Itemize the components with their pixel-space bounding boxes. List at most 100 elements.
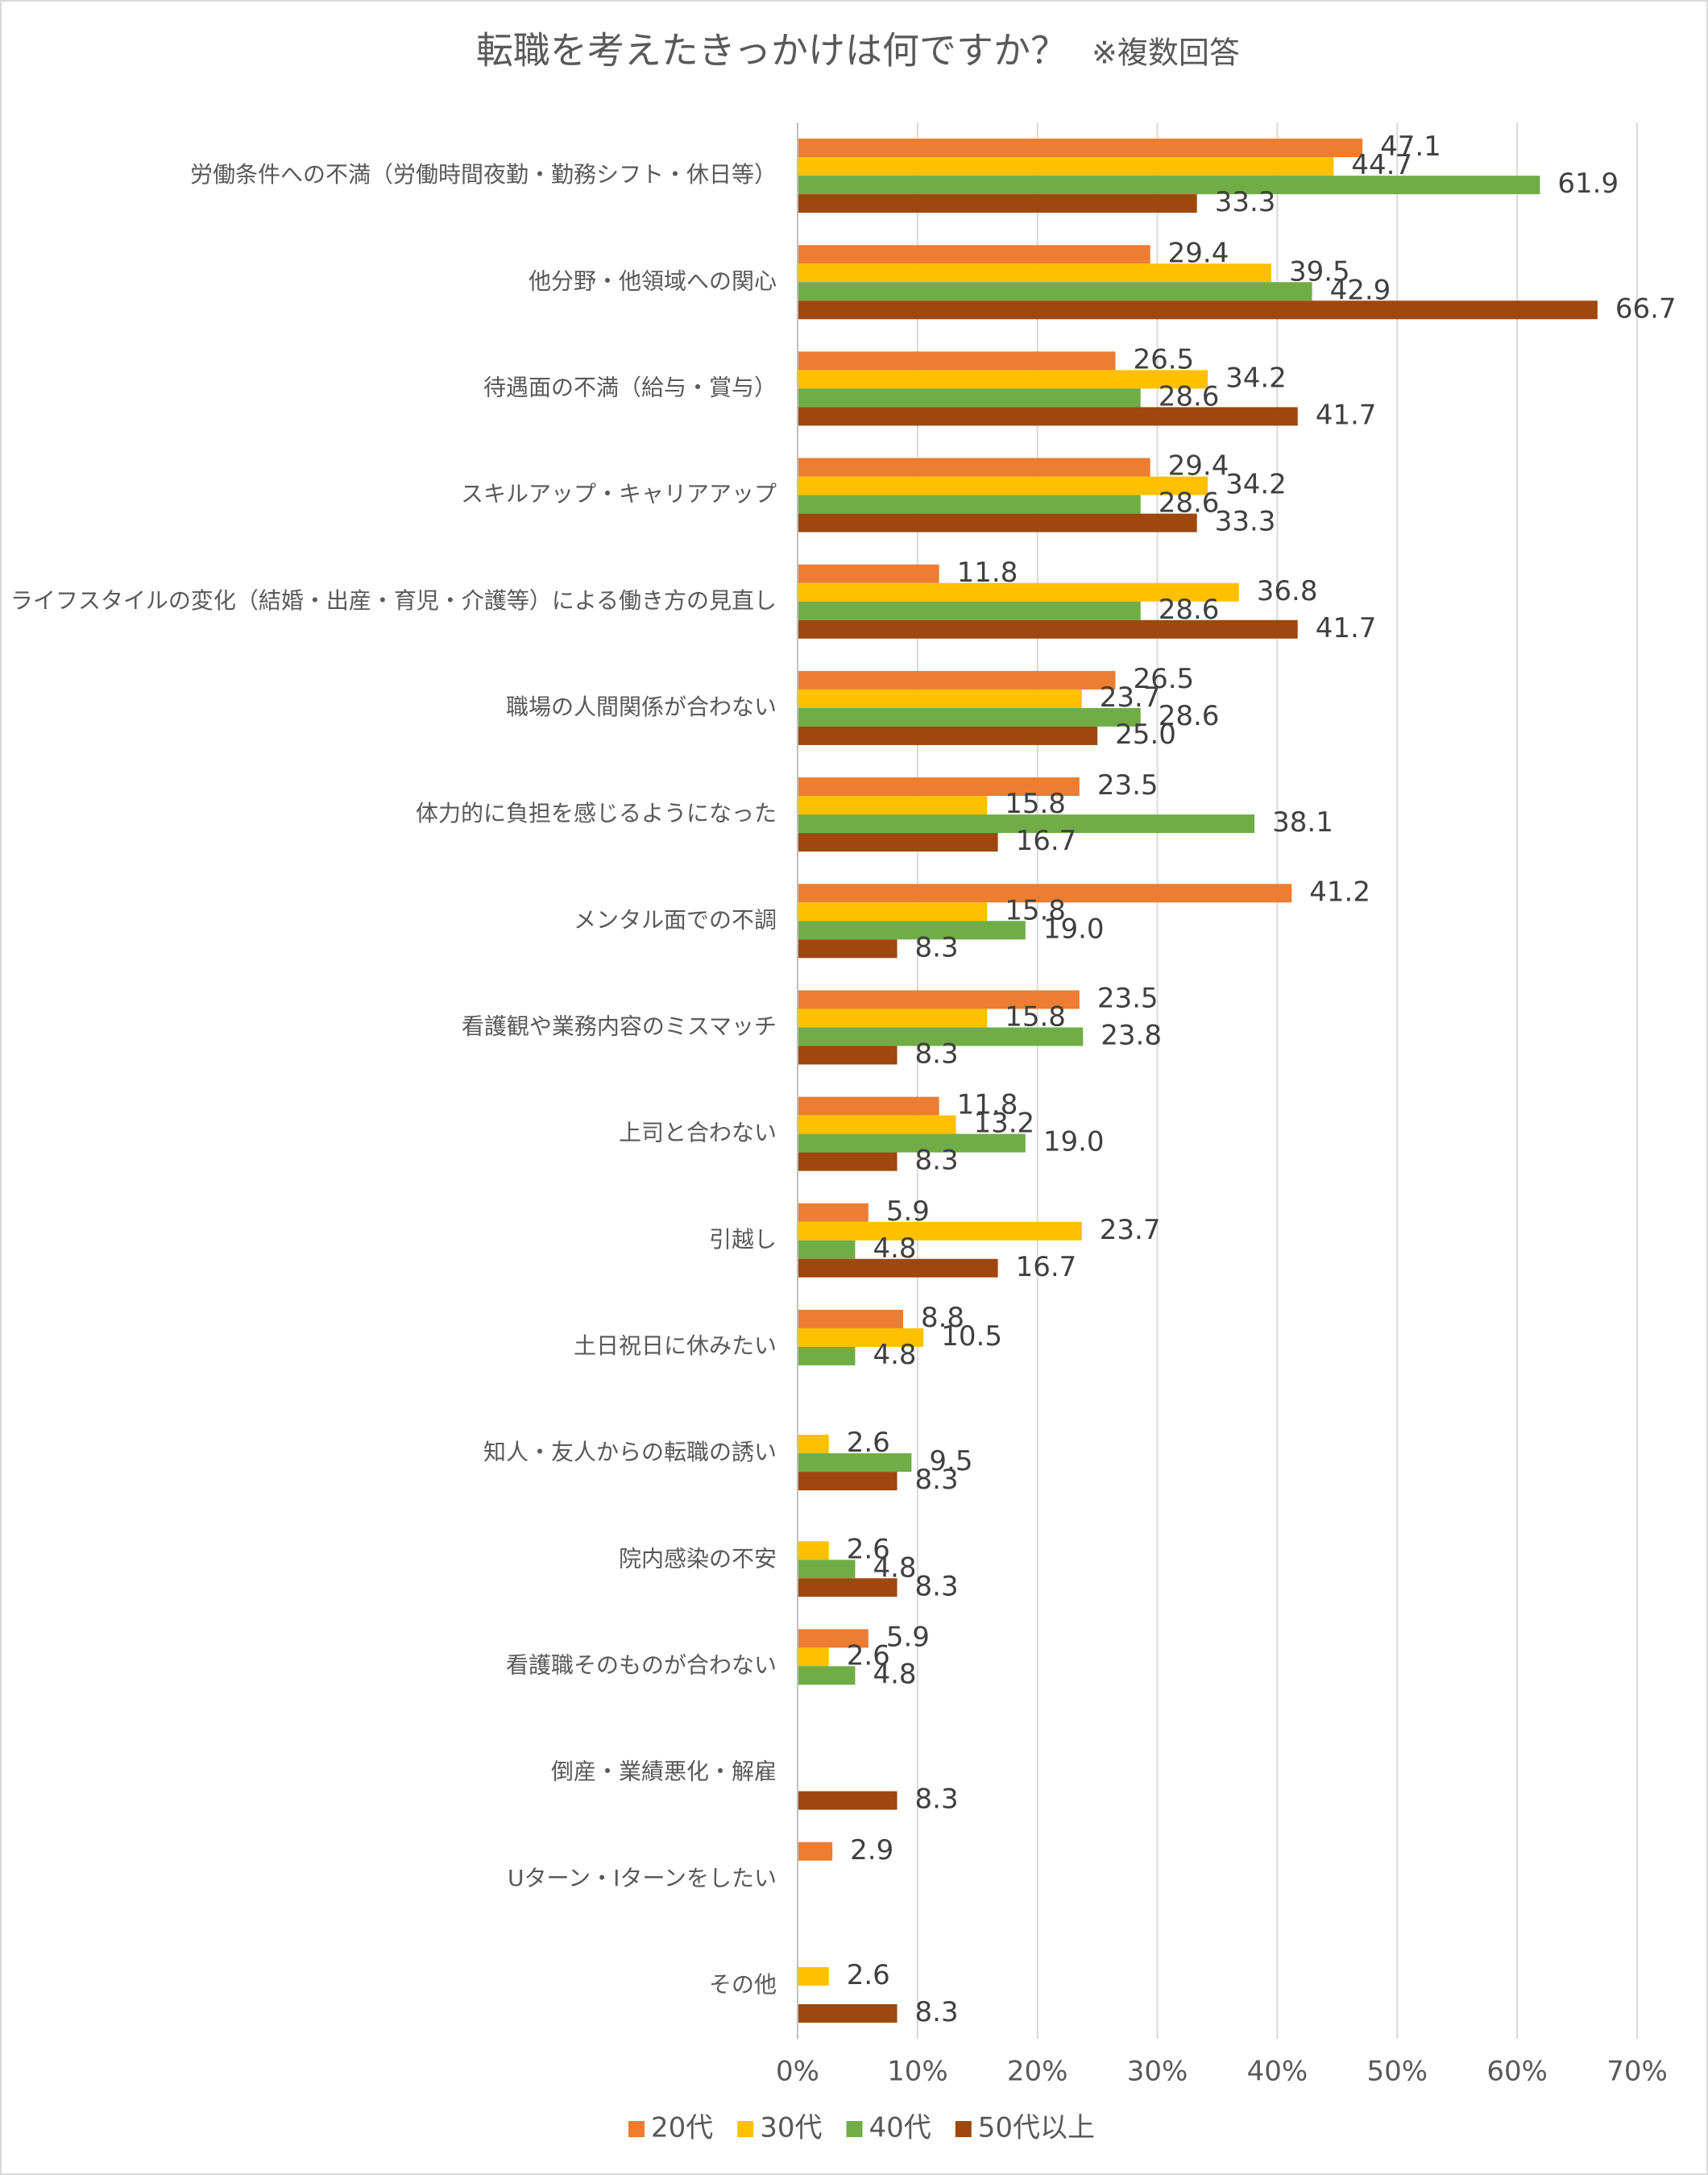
value-label: 8.3: [915, 931, 959, 963]
bar: [798, 1240, 856, 1259]
legend-label: 40代: [869, 2112, 931, 2144]
x-tick-label: 10%: [887, 2056, 948, 2088]
bar: [798, 990, 1080, 1009]
bar: [798, 601, 1141, 620]
value-label: 8.3: [915, 1570, 959, 1602]
bar: [798, 157, 1334, 176]
bar: [798, 1309, 903, 1328]
value-label: 23.5: [1097, 769, 1159, 802]
bar: [798, 139, 1363, 158]
value-label: 9.5: [929, 1445, 972, 1477]
bar: [798, 814, 1255, 834]
bar: [798, 1346, 856, 1365]
value-label: 8.3: [915, 1996, 959, 2028]
bar: [798, 1115, 956, 1134]
bar: [798, 282, 1312, 301]
bar: [798, 1027, 1084, 1046]
bar: [798, 707, 1141, 727]
bar: [798, 564, 939, 583]
bar: [798, 513, 1197, 532]
value-label: 23.7: [1100, 1214, 1161, 1246]
x-tick-label: 0%: [776, 2056, 819, 2088]
bar: [798, 1578, 898, 1597]
bar: [798, 263, 1271, 283]
value-label: 41.7: [1316, 399, 1377, 431]
x-tick-label: 20%: [1007, 2056, 1068, 2088]
bar: [798, 1046, 898, 1065]
value-label: 47.1: [1380, 130, 1441, 163]
value-label: 8.8: [921, 1302, 964, 1334]
y-tick-label: 体力的に負担を感じるようになった: [416, 800, 777, 826]
value-label: 8.3: [915, 1145, 959, 1177]
chart-title: 転職を考えたきっかけは何ですか？: [476, 29, 1068, 72]
bar: [798, 1133, 1026, 1153]
bar: [798, 1096, 939, 1116]
value-label: 33.3: [1215, 506, 1276, 538]
value-label: 26.5: [1133, 663, 1194, 695]
legend-label: 20代: [651, 2112, 713, 2144]
bar: [798, 670, 1116, 690]
bar: [798, 194, 1197, 213]
bar: [798, 245, 1150, 264]
bar: [798, 1541, 829, 1560]
y-tick-label: 待遇面の不満（給与・賞与）: [483, 374, 777, 400]
legend-swatch: [846, 2121, 863, 2137]
bar: [798, 833, 998, 852]
bar: [798, 582, 1239, 602]
value-label: 41.7: [1316, 612, 1377, 644]
value-label: 66.7: [1615, 292, 1677, 325]
bar: [798, 1328, 924, 1347]
bar: [798, 1435, 829, 1454]
y-tick-label: 知人・友人からの転職の誘い: [483, 1439, 777, 1465]
bar: [798, 1560, 856, 1579]
bar: [798, 726, 1098, 745]
bar: [798, 1647, 829, 1667]
bar: [798, 1009, 988, 1028]
bar: [798, 388, 1141, 408]
y-tick-label: その他: [709, 1971, 777, 1998]
x-tick-label: 30%: [1127, 2056, 1188, 2088]
bar: [798, 300, 1598, 320]
value-label: 25.0: [1115, 719, 1176, 751]
y-tick-label: 他分野・他領域への関心: [529, 267, 777, 294]
value-label: 19.0: [1043, 1126, 1105, 1158]
bar: [798, 1152, 898, 1171]
bar: [798, 2003, 898, 2023]
value-label: 34.2: [1225, 469, 1287, 501]
bar: [798, 902, 988, 922]
bar: [798, 1629, 869, 1648]
bar: [798, 939, 898, 959]
chart-subtitle: ※複数回答: [1092, 35, 1240, 71]
bar: [798, 1221, 1082, 1241]
y-tick-label: 職場の人間関係が合わない: [506, 694, 777, 720]
value-label: 8.3: [915, 1464, 959, 1496]
value-label: 4.8: [873, 1339, 916, 1371]
value-label: 5.9: [886, 1621, 930, 1653]
y-tick-label: 看護職そのものが合わない: [506, 1651, 777, 1678]
bar: [798, 1966, 829, 1986]
bar: [798, 176, 1540, 195]
bar: [798, 458, 1150, 477]
value-label: 33.3: [1215, 186, 1276, 218]
bar: [798, 1203, 869, 1222]
value-label: 8.3: [915, 1038, 959, 1070]
x-tick-label: 50%: [1366, 2056, 1428, 2088]
bar: [798, 495, 1141, 514]
value-label: 16.7: [1016, 1251, 1077, 1283]
bar: [798, 1453, 912, 1473]
bar: [798, 351, 1116, 371]
bar: [798, 1472, 898, 1491]
value-label: 4.8: [873, 1658, 916, 1690]
y-tick-label: 倒産・業績悪化・解雇: [551, 1759, 777, 1785]
x-tick-label: 40%: [1247, 2056, 1308, 2088]
bar: [798, 1258, 998, 1278]
y-tick-label: スキルアップ・キャリアアップ: [461, 481, 777, 508]
value-label: 16.7: [1016, 825, 1077, 857]
bar: [798, 796, 988, 815]
y-tick-label: 看護観や業務内容のミスマッチ: [462, 1013, 777, 1039]
legend-label: 50代以上: [978, 2112, 1095, 2144]
bar: [798, 884, 1292, 903]
y-tick-label: メンタル面での不調: [574, 906, 777, 933]
